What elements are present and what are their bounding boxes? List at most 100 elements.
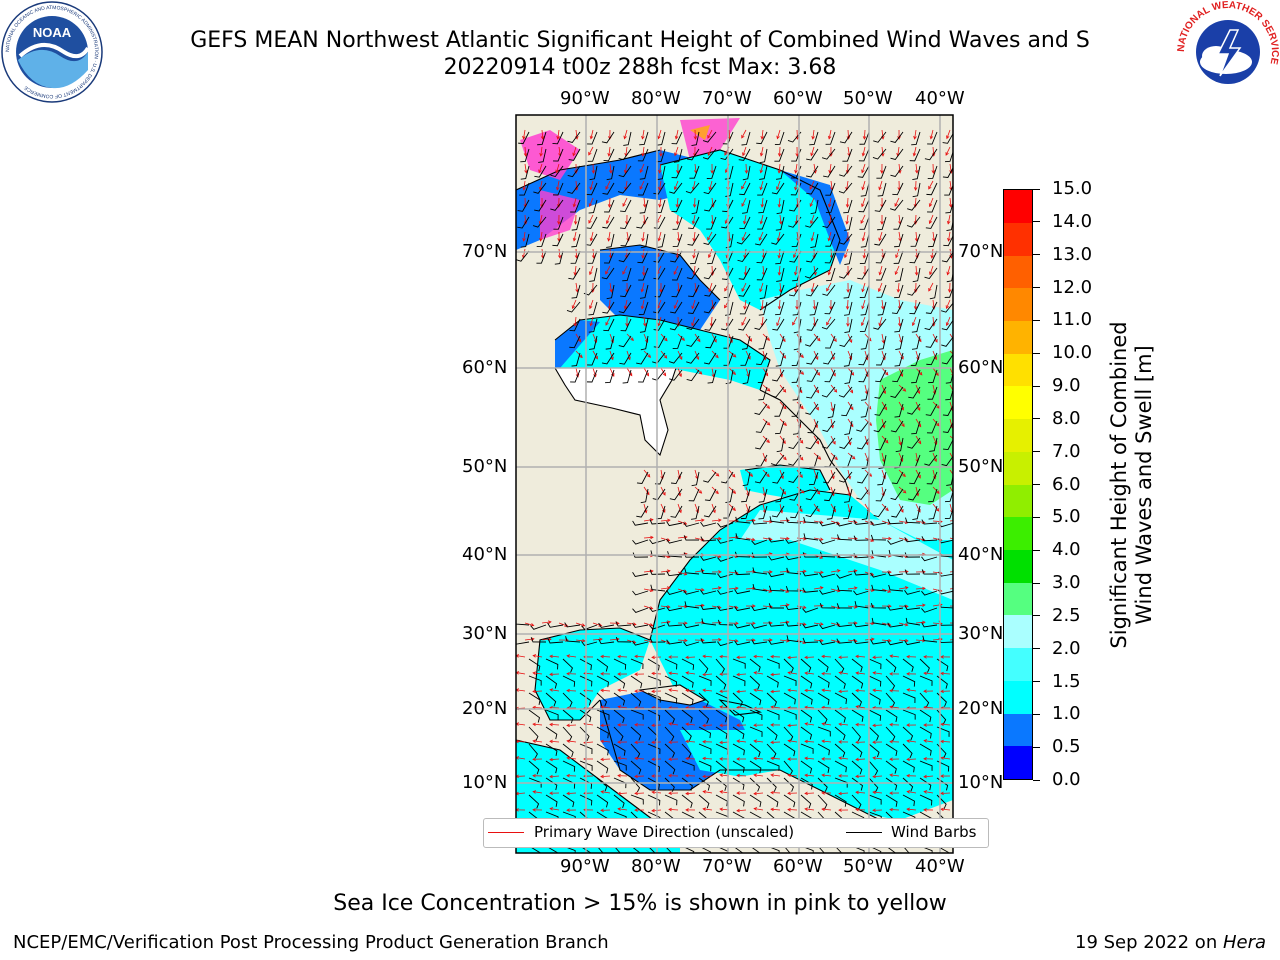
wave-direction-arrow bbox=[778, 163, 781, 173]
wind-barb bbox=[819, 572, 836, 578]
wave-direction-arrow bbox=[626, 367, 633, 376]
wave-direction-arrow bbox=[872, 775, 883, 778]
wave-direction-arrow bbox=[549, 775, 560, 778]
wind-barb bbox=[664, 675, 678, 687]
wave-direction-arrowhead bbox=[787, 723, 791, 728]
wind-barb bbox=[720, 471, 734, 484]
wave-direction-arrow bbox=[760, 180, 764, 190]
wind-barb bbox=[907, 403, 921, 415]
colorbar-tick-mark bbox=[1033, 648, 1040, 650]
wave-direction-arrow bbox=[566, 792, 577, 794]
wave-direction-arrow bbox=[710, 316, 713, 327]
wave-direction-arrowhead bbox=[906, 807, 910, 812]
wind-barb bbox=[639, 165, 649, 180]
wave-direction-arrow bbox=[658, 316, 662, 326]
wind-barb bbox=[613, 743, 626, 756]
wind-barb bbox=[925, 335, 938, 348]
wave-direction-arrowhead bbox=[894, 271, 899, 276]
wind-barb bbox=[775, 301, 785, 316]
wave-direction-arrow bbox=[605, 316, 611, 326]
wind-barb bbox=[602, 216, 615, 229]
wind-barb bbox=[876, 267, 887, 281]
wave-direction-arrowhead bbox=[838, 655, 842, 660]
wind-barb bbox=[834, 845, 843, 853]
wind-barb bbox=[834, 726, 846, 741]
wave-direction-arrowhead bbox=[679, 356, 683, 360]
wave-direction-arrowhead bbox=[929, 271, 933, 276]
wave-direction-arrow bbox=[728, 587, 738, 590]
wave-direction-arrowhead bbox=[861, 288, 865, 293]
wind-barb bbox=[766, 675, 779, 688]
wave-direction-arrowhead bbox=[736, 773, 740, 778]
wind-barb bbox=[851, 709, 864, 722]
wave-direction-arrowhead bbox=[794, 271, 798, 276]
map-legend: Primary Wave Direction (unscaled) Wind B… bbox=[483, 818, 989, 848]
wave-direction-arrow bbox=[677, 639, 688, 642]
wave-direction-arrowhead bbox=[651, 740, 655, 745]
wind-barb bbox=[598, 639, 615, 645]
wave-direction-arrow bbox=[779, 333, 786, 342]
wave-direction-arrowhead bbox=[532, 722, 536, 727]
wave-direction-arrowhead bbox=[724, 169, 729, 174]
wave-direction-arrow bbox=[626, 622, 636, 625]
wave-direction-arrowhead bbox=[657, 135, 661, 140]
wave-direction-arrow bbox=[703, 706, 713, 709]
wind-barb bbox=[806, 369, 819, 382]
wave-direction-arrowhead bbox=[870, 572, 875, 576]
wind-barb bbox=[715, 777, 727, 791]
wind-barb bbox=[844, 250, 853, 265]
wave-direction-arrowhead bbox=[566, 808, 570, 812]
wave-direction-arrowhead bbox=[766, 421, 771, 426]
wind-barb bbox=[589, 335, 598, 350]
wave-direction-arrow bbox=[575, 180, 578, 190]
wave-direction-arrow bbox=[685, 792, 696, 795]
wave-direction-arrowhead bbox=[838, 756, 843, 760]
wave-direction-arrowhead bbox=[792, 254, 797, 259]
wave-direction-arrowhead bbox=[800, 489, 805, 494]
wave-direction-arrowhead bbox=[522, 186, 526, 191]
sea-ice-note: Sea Ice Concentration > 15% is shown in … bbox=[333, 891, 947, 916]
wind-barb bbox=[567, 165, 581, 178]
wave-direction-arrow bbox=[788, 672, 798, 675]
wave-direction-arrowhead bbox=[668, 688, 673, 692]
wind-barb bbox=[785, 555, 802, 561]
wind-barb bbox=[669, 488, 683, 501]
wave-direction-arrowhead bbox=[947, 289, 952, 293]
wave-direction-arrowhead bbox=[718, 518, 722, 523]
wave-direction-arrow bbox=[855, 655, 866, 658]
wave-direction-arrow bbox=[949, 537, 953, 540]
wave-direction-arrowhead bbox=[923, 757, 927, 761]
wind-barb bbox=[669, 369, 683, 381]
wave-direction-arrow bbox=[736, 690, 747, 693]
colorbar-tick-label: 15.0 bbox=[1052, 178, 1093, 199]
wind-barb bbox=[632, 640, 649, 646]
wave-direction-arrowhead bbox=[577, 338, 582, 343]
wave-direction-arrow bbox=[898, 333, 903, 343]
wave-direction-arrow bbox=[643, 570, 653, 573]
wave-direction-arrowhead bbox=[591, 289, 595, 293]
wave-direction-arrow bbox=[707, 146, 713, 156]
wave-direction-arrowhead bbox=[855, 757, 859, 762]
wave-direction-arrow bbox=[540, 231, 543, 241]
wave-direction-arrow bbox=[702, 673, 713, 676]
wave-direction-arrow bbox=[770, 792, 781, 794]
wind-barb bbox=[822, 420, 836, 432]
wave-direction-arrowhead bbox=[634, 654, 638, 659]
wind-barb bbox=[837, 534, 853, 541]
wave-direction-arrowhead bbox=[770, 740, 774, 745]
wave-direction-arrowhead bbox=[815, 389, 820, 394]
wind-barb bbox=[653, 182, 666, 195]
wind-barb bbox=[581, 624, 598, 630]
wave-direction-arrow bbox=[779, 537, 790, 540]
wave-direction-arrowhead bbox=[681, 337, 685, 341]
wind-barb bbox=[741, 131, 751, 146]
wind-barb bbox=[672, 335, 683, 349]
wave-direction-arrowhead bbox=[766, 337, 770, 341]
wave-direction-arrowhead bbox=[760, 306, 765, 310]
colorbar-segment bbox=[1004, 680, 1032, 714]
wave-direction-arrow bbox=[788, 689, 798, 692]
wave-direction-arrow bbox=[897, 282, 900, 292]
wave-direction-arrowhead bbox=[785, 589, 790, 593]
wave-direction-arrow bbox=[656, 248, 662, 258]
wave-direction-arrow bbox=[728, 231, 730, 242]
